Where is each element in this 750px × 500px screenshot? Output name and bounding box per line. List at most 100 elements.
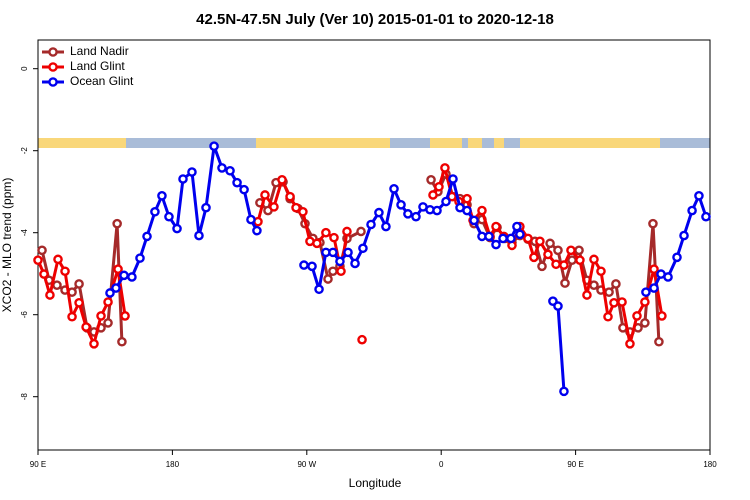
data-point: [113, 264, 123, 274]
data-point: [172, 223, 182, 234]
data-point: [117, 336, 127, 347]
data-point: [553, 301, 563, 311]
data-point: [484, 231, 494, 242]
y-tick-label: -6: [20, 311, 29, 319]
legend-label: Ocean Glint: [70, 74, 134, 88]
data-point: [74, 298, 84, 308]
data-point: [52, 280, 62, 290]
data-point: [328, 247, 338, 258]
data-point: [329, 232, 339, 243]
data-point: [119, 270, 129, 281]
y-tick-label: -2: [20, 147, 29, 155]
data-point: [515, 229, 525, 240]
data-point: [187, 167, 197, 177]
x-tick-label: 180: [703, 460, 717, 469]
data-point: [462, 193, 472, 204]
data-point: [441, 196, 451, 207]
data-point: [648, 218, 658, 229]
y-tick-label: 0: [20, 66, 29, 71]
data-point: [312, 238, 322, 249]
plot-frame: [37, 39, 711, 451]
data-point: [103, 318, 113, 328]
data-point: [194, 230, 204, 241]
x-tick-label: 90 E: [30, 460, 46, 469]
data-point: [342, 226, 352, 237]
data-point: [663, 272, 673, 282]
data-point: [356, 226, 366, 237]
data-point: [462, 205, 472, 216]
y-axis-label: XCO2 - MLO trend (ppm): [0, 178, 14, 313]
data-point: [246, 214, 256, 225]
data-point: [553, 245, 563, 256]
data-point: [529, 252, 539, 263]
data-point: [567, 255, 577, 265]
data-point: [291, 202, 301, 213]
data-point: [201, 202, 211, 213]
data-point: [545, 238, 555, 249]
data-point: [336, 266, 346, 277]
data-point: [589, 254, 599, 265]
x-tick-label: 90 W: [297, 460, 316, 469]
data-point: [535, 236, 545, 247]
data-point: [657, 311, 667, 321]
land-band: [494, 138, 504, 148]
data-point: [701, 211, 711, 222]
data-point: [512, 221, 522, 232]
data-point: [127, 272, 137, 282]
data-point: [506, 233, 516, 244]
data-point: [335, 256, 345, 267]
data-point: [81, 322, 91, 332]
data-point: [551, 259, 561, 270]
data-point: [33, 255, 43, 265]
legend-marker: [48, 47, 58, 57]
data-point: [111, 283, 121, 293]
data-point: [491, 221, 501, 232]
data-point: [523, 233, 533, 244]
data-point: [641, 287, 651, 297]
data-point: [491, 239, 501, 250]
x-tick-label: 0: [439, 460, 444, 469]
x-axis-label: Longitude: [349, 476, 402, 490]
data-point: [37, 245, 47, 256]
data-point: [39, 269, 49, 279]
land-band: [256, 138, 390, 148]
data-point: [142, 231, 152, 242]
data-point: [559, 260, 569, 270]
data-point: [252, 225, 262, 236]
data-point: [448, 174, 458, 184]
data-point: [654, 336, 664, 347]
data-point: [157, 190, 167, 201]
legend-label: Land Glint: [70, 59, 125, 73]
data-point: [582, 290, 592, 300]
data-point: [269, 202, 279, 212]
data-point: [617, 297, 627, 307]
land-band: [430, 138, 462, 148]
data-point: [575, 255, 585, 265]
data-point: [596, 266, 606, 277]
legend-marker: [48, 62, 58, 72]
data-point: [225, 165, 235, 176]
y-tick-label: -8: [20, 393, 29, 401]
data-point: [260, 190, 270, 200]
data-point: [411, 211, 421, 222]
data-point: [366, 219, 376, 230]
x-tick-label: 90 E: [567, 460, 583, 469]
data-point: [574, 245, 584, 256]
data-point: [687, 205, 697, 216]
data-point: [640, 297, 650, 307]
data-point: [566, 245, 576, 256]
data-point: [343, 247, 353, 258]
data-point: [164, 211, 174, 222]
data-point: [209, 141, 219, 151]
data-point: [323, 274, 333, 284]
data-point: [96, 311, 106, 321]
data-point: [328, 266, 338, 277]
legend-marker: [48, 77, 58, 87]
data-point: [609, 298, 619, 308]
data-point: [217, 163, 227, 173]
data-point: [498, 233, 508, 244]
data-point: [694, 190, 704, 201]
data-point: [105, 288, 115, 298]
data-point: [649, 264, 659, 274]
data-point: [432, 205, 442, 216]
